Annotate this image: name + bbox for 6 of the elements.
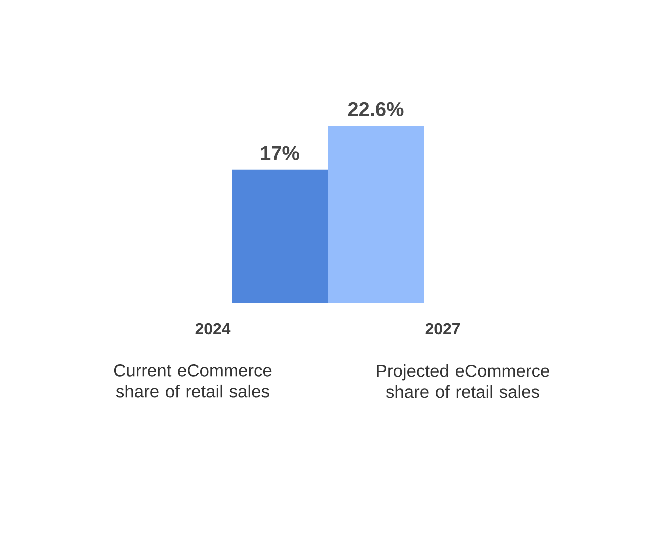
x-tick-label: 2027 <box>426 323 460 335</box>
text: Projected eCommerce share of retail sales <box>377 364 550 398</box>
data-label: 17% <box>261 146 300 160</box>
x-tick-label: 2024 <box>196 323 231 335</box>
text: Current eCommerce share of retail sales <box>114 364 272 398</box>
data-label: 22.6% <box>348 102 404 116</box>
